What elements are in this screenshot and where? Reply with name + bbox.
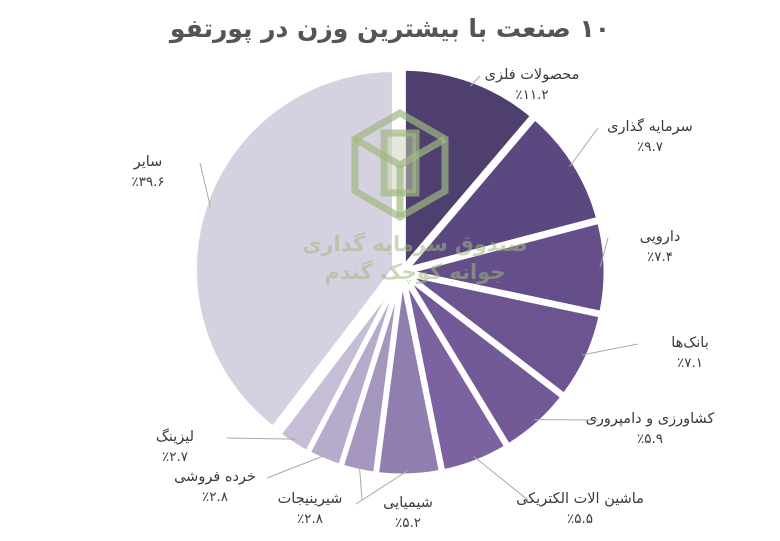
slice-label: دارویی ٪۷.۴ — [580, 228, 740, 266]
leader-line — [469, 75, 481, 87]
slice-label-value: ٪۵.۹ — [636, 430, 664, 447]
slice-label-value: ٪۲.۸ — [296, 510, 324, 527]
leader-line — [473, 456, 529, 501]
leader-line — [581, 343, 639, 356]
slice-label: بانک‌ها ٪۷.۱ — [610, 334, 770, 372]
slice-label: سایر ٪۳۹.۶ — [68, 153, 228, 191]
slice-label: سرمایه گذاری ٪۹.۷ — [570, 118, 730, 156]
slice-label-value: ٪۵.۲ — [394, 514, 422, 531]
slice-label-name: شیمیایی — [383, 495, 433, 511]
slice-label: خرده فروشی ٪۲.۸ — [135, 468, 295, 506]
chart-title: ۱۰ صنعت با بیشترین وزن در پورتفو — [169, 14, 611, 43]
slice-label-name: شیرینیجات — [277, 491, 343, 507]
slice-label-value: ٪۲.۸ — [201, 488, 229, 505]
slice-label-value: ٪۲.۷ — [161, 448, 189, 465]
slice-label-name: سایر — [133, 154, 163, 170]
leader-line — [266, 454, 327, 479]
slice-label-name: خرده فروشی — [174, 469, 256, 485]
pie-slice — [276, 272, 403, 456]
slice-label: ماشین الات الکتریکی ٪۵.۵ — [500, 490, 660, 528]
slice-label-value: ٪۵.۵ — [566, 510, 594, 527]
leader-line — [226, 437, 296, 440]
leader-line — [199, 162, 212, 208]
slice-label-value: ٪۷.۴ — [646, 248, 674, 265]
slice-label-name: دارویی — [639, 229, 681, 245]
watermark-line-2: جوانه کوچک گندم — [324, 260, 506, 284]
slice-label-value: ٪۱۱.۲ — [515, 86, 549, 103]
pie-slice — [191, 66, 397, 432]
leader-line — [358, 465, 363, 501]
slice-label-value: ٪۷.۱ — [676, 354, 704, 371]
watermark-line-1: صندوق سرمایه گذاری — [302, 232, 528, 256]
slice-label-name: محصولات فلزی — [484, 67, 580, 83]
leader-line — [569, 127, 599, 167]
slice-label-value: ٪۳۹.۶ — [131, 173, 165, 190]
slice-label-name: سرمایه گذاری — [607, 119, 693, 135]
slice-label: محصولات فلزی ٪۱۱.۲ — [452, 66, 612, 104]
slice-label: شیمیایی ٪۵.۲ — [328, 494, 488, 532]
slice-label: شیرینیجات ٪۲.۸ — [230, 490, 390, 528]
watermark-logo-icon — [351, 108, 449, 222]
slice-label-name: کشاورزی و دامپروری — [585, 411, 715, 427]
slice-label-name: لیزینگ — [155, 429, 195, 445]
slice-label: کشاورزی و دامپروری ٪۵.۹ — [570, 410, 730, 448]
leader-line — [599, 237, 609, 268]
slice-label-name: بانک‌ها — [671, 335, 709, 351]
slice-label-value: ٪۹.۷ — [636, 138, 664, 155]
slice-label-name: ماشین الات الکتریکی — [516, 491, 644, 507]
slice-label: لیزینگ ٪۲.۷ — [95, 428, 255, 466]
leader-line — [355, 469, 410, 505]
pie-slice — [400, 65, 536, 271]
